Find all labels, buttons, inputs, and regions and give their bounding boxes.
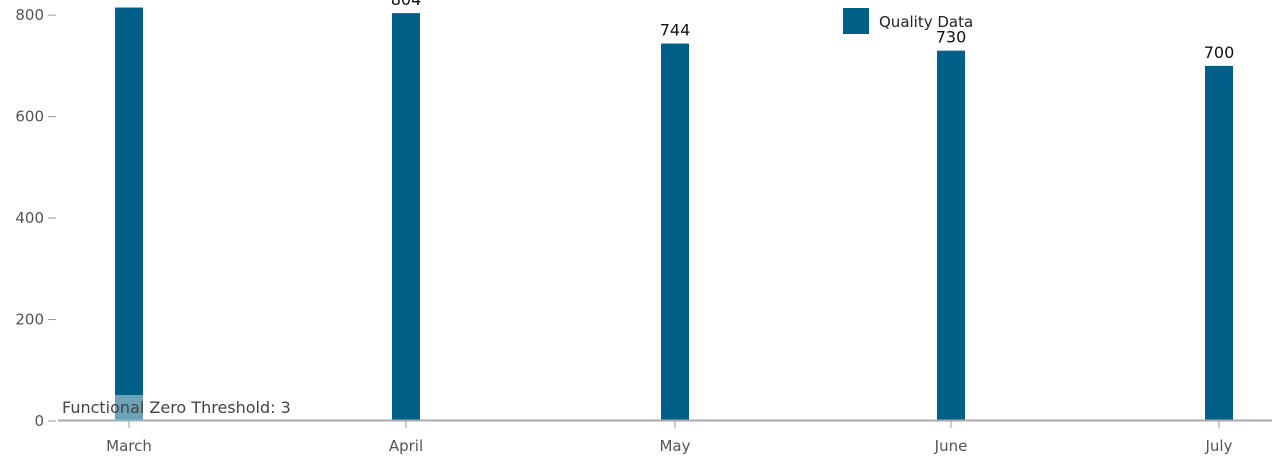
y-axis: 0 200 400 600 800 xyxy=(15,6,56,430)
bar xyxy=(937,50,965,421)
bar-value-label: 815 xyxy=(114,0,145,4)
bar-value-label: 700 xyxy=(1204,43,1235,62)
x-tick-label: May xyxy=(659,437,690,455)
bar-value-label: 804 xyxy=(391,0,422,9)
bars: 815 804 744 730 700 xyxy=(114,0,1235,422)
bar xyxy=(661,43,689,422)
bar-value-label: 730 xyxy=(936,28,967,47)
y-tick-label: 800 xyxy=(15,6,44,24)
x-tick-label: March xyxy=(106,437,152,455)
y-tick-label: 0 xyxy=(34,412,44,430)
x-axis: March April May June July xyxy=(58,419,1272,455)
x-tick-label: April xyxy=(389,437,423,455)
threshold-label: Functional Zero Threshold: 3 xyxy=(62,398,291,417)
y-tick-label: 600 xyxy=(15,108,44,126)
bar xyxy=(392,13,420,422)
threshold-annotation: Functional Zero Threshold: 3 xyxy=(62,395,291,421)
y-tick-label: 400 xyxy=(15,209,44,227)
bar xyxy=(115,7,143,421)
x-tick-label: July xyxy=(1205,437,1233,455)
legend-swatch xyxy=(843,8,869,34)
legend: Quality Data xyxy=(843,8,973,34)
y-tick-label: 200 xyxy=(15,311,44,329)
x-tick-label: June xyxy=(934,437,968,455)
bar xyxy=(1205,65,1233,421)
threshold-marker xyxy=(115,395,143,421)
legend-label: Quality Data xyxy=(879,13,973,31)
bar-value-label: 744 xyxy=(660,21,691,40)
